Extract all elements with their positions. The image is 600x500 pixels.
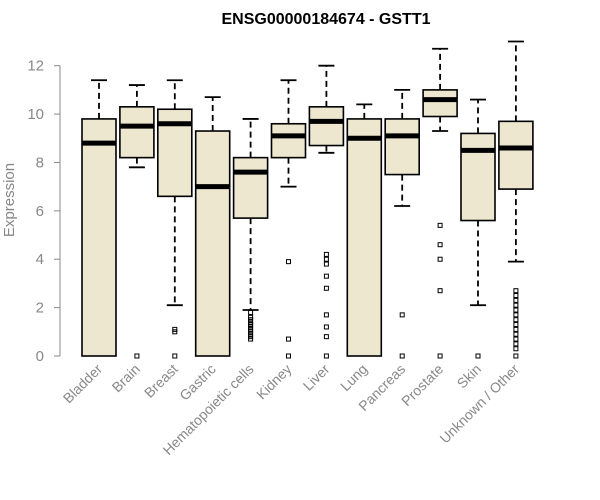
outlier-point <box>437 222 443 228</box>
outlier-point <box>513 302 519 308</box>
outlier-point <box>513 293 519 299</box>
outlier-point <box>172 353 178 359</box>
outlier-point <box>323 251 329 257</box>
x-tick-label: Breast <box>141 361 181 401</box>
outlier-point <box>475 353 481 359</box>
outlier-point <box>513 317 519 323</box>
outlier-point <box>437 242 443 248</box>
box-iqr <box>194 130 231 357</box>
x-tick-label: Bladder <box>60 361 106 407</box>
outlier-point <box>513 341 519 347</box>
box-iqr <box>119 106 155 159</box>
outlier-point <box>513 336 519 342</box>
y-tick-label: 8 <box>36 154 44 171</box>
box-iqr <box>270 122 307 159</box>
boxes-group <box>81 40 534 359</box>
outlier-point <box>323 273 329 279</box>
outlier-point <box>399 312 405 318</box>
outlier-point <box>513 312 519 318</box>
x-tick-label: Liver <box>300 361 333 394</box>
outlier-point <box>286 336 291 342</box>
box-brain <box>119 84 155 359</box>
box-bladder <box>81 79 117 357</box>
box-prostate <box>422 47 458 359</box>
box-unknown-other <box>498 40 534 359</box>
box-skin <box>460 98 496 359</box>
outlier-point <box>172 326 178 332</box>
box-iqr <box>384 118 421 176</box>
outlier-point <box>323 353 329 359</box>
y-axis-label: Expression <box>1 163 18 237</box>
outlier-point <box>437 353 443 359</box>
outlier-point <box>323 285 329 291</box>
outlier-point <box>513 331 519 337</box>
y-tick-label: 0 <box>36 348 44 365</box>
box-breast <box>157 79 193 359</box>
y-tick-label: 2 <box>36 300 44 317</box>
outlier-point <box>248 336 254 342</box>
x-tick-label: Brain <box>109 361 143 395</box>
chart-title: ENSG00000184674 - GSTT1 <box>221 11 430 28</box>
outlier-point <box>513 307 519 313</box>
outlier-point <box>513 353 519 359</box>
outlier-point <box>323 312 329 318</box>
box-iqr <box>346 118 383 357</box>
outlier-point <box>437 256 443 262</box>
outlier-point <box>513 322 519 328</box>
box-iqr <box>232 156 269 219</box>
box-iqr <box>498 120 534 190</box>
outlier-point <box>286 353 291 359</box>
outlier-point <box>286 259 291 265</box>
outlier-point <box>323 334 329 340</box>
y-tick-label: 10 <box>27 106 44 123</box>
outlier-point <box>323 324 329 330</box>
outlier-point <box>399 353 405 359</box>
y-tick-label: 6 <box>36 203 44 220</box>
y-tick-label: 4 <box>36 251 44 268</box>
box-iqr <box>422 89 458 118</box>
outlier-point <box>513 346 519 352</box>
box-gastric <box>194 96 231 357</box>
x-tick-label: Skin <box>454 361 485 392</box>
outlier-point <box>323 256 329 262</box>
outlier-point <box>513 288 519 294</box>
box-pancreas <box>384 88 421 359</box>
box-iqr <box>81 118 117 357</box>
box-kidney <box>270 79 307 359</box>
x-tick-label: Lung <box>337 361 370 394</box>
x-tick-label: Kidney <box>253 361 295 403</box>
y-tick-label: 12 <box>27 58 44 75</box>
box-lung <box>346 103 383 357</box>
outlier-point <box>513 326 519 332</box>
outlier-point <box>437 288 443 294</box>
box-hematopoietic-cells <box>232 118 269 342</box>
outlier-point <box>323 261 329 267</box>
outlier-point <box>134 353 140 359</box>
box-iqr <box>460 132 496 222</box>
box-liver <box>308 64 345 359</box>
y-axis: 0 2 4 6 8 10 12 <box>27 58 61 365</box>
outlier-point <box>513 297 519 303</box>
outlier-point <box>248 309 254 315</box>
box-iqr <box>308 106 345 147</box>
x-tick-label: Prostate <box>398 361 446 409</box>
